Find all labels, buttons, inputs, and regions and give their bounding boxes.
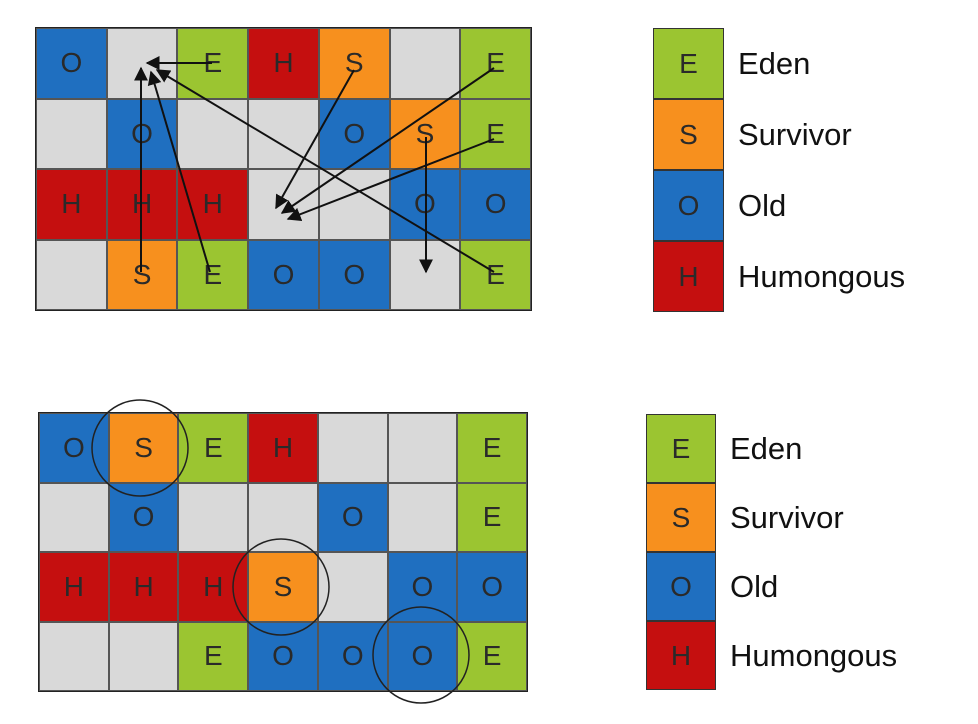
legend-swatch: H [653,241,724,312]
region-cell-e: E [460,239,531,310]
legend-label: Humongous [738,258,906,294]
legend-item: O Old [653,170,786,241]
region-cell-empty [177,98,249,169]
region-cell-empty [387,413,458,483]
region-cell-e: E [460,28,531,99]
legend-swatch: S [646,483,716,552]
region-cell-h: H [178,552,249,622]
region-cell-h: H [248,413,318,483]
region-cell-s: S [108,413,179,483]
legend-item: S Survivor [653,99,852,170]
region-cell-empty [389,28,461,99]
region-cell-empty [36,239,107,310]
legend-label: Survivor [730,499,844,535]
region-cell-s: S [106,239,178,310]
region-cell-o: O [317,621,388,691]
region-cell-empty [387,482,458,552]
region-cell-o: O [106,98,178,169]
legend-swatch: H [646,621,716,690]
region-cell-o: O [387,552,458,622]
region-cell-h: H [36,169,107,240]
region-cell-s: S [389,98,461,169]
region-cell-empty [39,621,109,691]
legend-label: Humongous [730,637,898,673]
region-cell-h: H [106,169,178,240]
region-cell-e: E [457,621,527,691]
region-cell-s: S [248,552,318,622]
region-cell-h: H [177,169,249,240]
region-cell-o: O [317,482,388,552]
region-cell-h: H [39,552,109,622]
region-cell-empty [108,621,179,691]
region-cell-empty [389,239,461,310]
region-cell-o: O [460,169,531,240]
region-cell-empty [178,482,249,552]
region-cell-h: H [108,552,179,622]
legend-item: S Survivor [646,483,844,552]
region-cell-empty [248,482,318,552]
legend-swatch: S [653,99,724,170]
region-cell-e: E [457,413,527,483]
legend-label: Eden [730,430,803,466]
legend-label: Eden [738,45,811,81]
region-cell-o: O [389,169,461,240]
region-cell-o: O [108,482,179,552]
region-cell-o: O [318,239,390,310]
region-cell-empty [248,98,319,169]
region-cell-empty [248,169,319,240]
legend-label: Old [738,187,787,223]
legend-item: H Humongous [646,621,897,690]
legend-swatch: O [653,170,724,241]
legend-label: Old [730,568,779,604]
legend-swatch: O [646,552,716,621]
region-cell-empty [39,482,109,552]
region-cell-e: E [178,621,249,691]
region-cell-o: O [39,413,109,483]
region-cell-empty [318,169,390,240]
region-cell-o: O [248,239,319,310]
region-cell-empty [317,413,388,483]
legend-item: E Eden [653,28,810,99]
region-cell-e: E [178,413,249,483]
legend-label: Survivor [738,116,852,152]
region-cell-h: H [248,28,319,99]
region-cell-o: O [318,98,390,169]
legend-swatch: E [646,414,716,483]
region-cell-o: O [36,28,107,99]
legend-item: O Old [646,552,778,621]
region-cell-empty [36,98,107,169]
legend-swatch: E [653,28,724,99]
region-cell-o: O [457,552,527,622]
region-cell-o: O [387,621,458,691]
legend-item: E Eden [646,414,802,483]
region-cell-o: O [248,621,318,691]
legend-item: H Humongous [653,241,905,312]
region-cell-empty [106,28,178,99]
region-cell-e: E [177,239,249,310]
region-cell-s: S [318,28,390,99]
region-cell-e: E [457,482,527,552]
region-cell-e: E [460,98,531,169]
region-cell-e: E [177,28,249,99]
region-cell-empty [317,552,388,622]
